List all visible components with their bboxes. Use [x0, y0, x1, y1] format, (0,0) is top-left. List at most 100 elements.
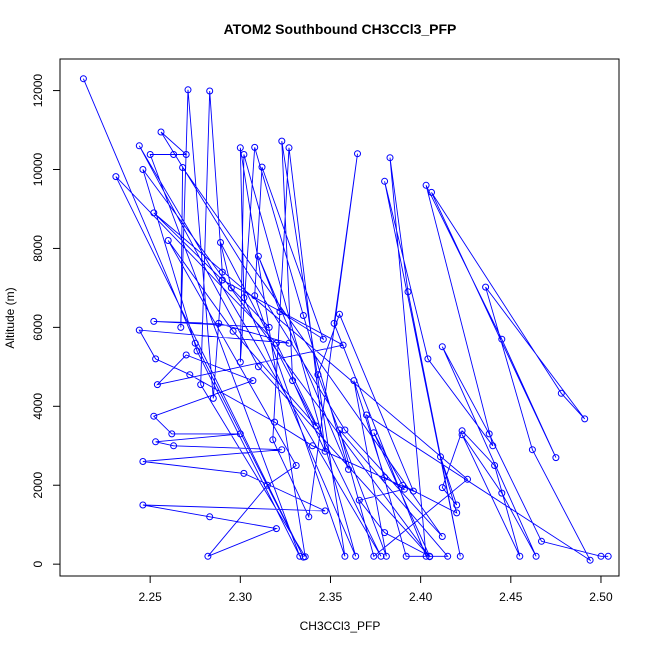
data-point: [206, 513, 214, 521]
data-point: [236, 358, 244, 366]
x-tick-label: 2.40: [409, 590, 433, 604]
data-point: [382, 552, 390, 560]
y-tick-label: 2000: [31, 472, 45, 499]
data-point: [426, 552, 434, 560]
data-point: [458, 431, 466, 439]
data-point: [438, 343, 446, 351]
data-point: [381, 529, 389, 537]
data-point: [422, 552, 430, 560]
data-point: [444, 552, 452, 560]
data-point: [164, 237, 172, 244]
data-point: [271, 418, 279, 426]
chart-title: ATOM2 Southbound CH3CCl3_PFP: [224, 21, 457, 37]
data-point: [276, 308, 284, 316]
data-point: [240, 294, 248, 302]
data-point: [206, 87, 214, 95]
data-point: [170, 442, 178, 450]
y-tick-label: 4000: [31, 393, 45, 420]
data-point: [229, 327, 237, 335]
data-point: [146, 151, 154, 158]
data-point: [240, 151, 248, 158]
data-point: [354, 150, 361, 158]
data-point: [456, 552, 464, 560]
x-tick-label: 2.45: [499, 590, 523, 604]
data-point: [186, 371, 194, 379]
data-point: [428, 188, 435, 196]
data-point: [179, 164, 187, 171]
data-point: [597, 552, 605, 560]
data-point: [112, 173, 120, 181]
data-point: [528, 446, 536, 454]
y-axis-label: Altitude (m): [3, 287, 17, 348]
data-point: [339, 341, 347, 349]
data-point: [251, 143, 259, 151]
data-point: [263, 481, 271, 489]
data-point: [491, 462, 499, 469]
data-point: [204, 552, 212, 560]
data-point: [272, 339, 280, 347]
data-point: [352, 552, 360, 560]
data-point: [336, 426, 343, 434]
y-tick-label: 10000: [31, 152, 45, 186]
x-tick-label: 2.50: [589, 590, 613, 604]
data-point: [319, 335, 327, 343]
data-point: [150, 317, 158, 325]
data-point: [272, 525, 280, 533]
data-point: [402, 552, 410, 560]
data-point: [350, 377, 358, 385]
data-point: [139, 166, 147, 173]
data-point: [289, 377, 297, 385]
data-point: [168, 430, 176, 438]
data-point: [182, 151, 190, 158]
data-point: [236, 144, 244, 152]
data-point: [370, 552, 378, 560]
data-point: [438, 533, 446, 540]
data-point: [218, 276, 226, 284]
data-point: [236, 430, 244, 438]
data-point: [170, 151, 178, 158]
data-point: [177, 323, 185, 331]
data-point: [79, 75, 87, 83]
data-point: [557, 389, 565, 397]
data-series: [79, 75, 612, 564]
data-point: [240, 469, 248, 477]
data-point: [191, 339, 199, 347]
data-point: [182, 351, 190, 359]
data-point: [254, 252, 262, 260]
data-point: [458, 427, 466, 435]
data-point: [453, 501, 461, 509]
data-point: [278, 446, 286, 454]
data-point: [482, 283, 490, 291]
data-point: [485, 430, 493, 438]
data-point: [437, 453, 444, 461]
data-point: [581, 415, 589, 423]
x-axis-label: CH3CCl3_PFP: [300, 619, 381, 633]
data-point: [424, 355, 432, 363]
data-point: [197, 381, 205, 389]
data-point: [386, 154, 394, 162]
data-point: [218, 268, 226, 276]
y-tick-label: 6000: [31, 314, 45, 341]
data-point: [265, 323, 273, 331]
y-axis: 0 2000 4000 6000 8000 10000 12000: [31, 74, 61, 568]
data-point: [312, 422, 320, 430]
data-point: [217, 239, 224, 246]
data-point: [152, 438, 160, 446]
y-tick-label: 0: [31, 561, 45, 568]
data-point: [251, 292, 259, 300]
data-point: [296, 552, 304, 560]
x-tick-label: 2.25: [138, 590, 162, 604]
data-point: [336, 310, 343, 318]
data-point: [193, 347, 201, 355]
data-point: [249, 377, 257, 385]
data-point: [489, 442, 497, 450]
data-point: [464, 475, 471, 483]
data-point: [381, 473, 389, 481]
data-point: [381, 177, 389, 185]
data-point: [292, 462, 300, 469]
data-point: [139, 501, 147, 509]
y-tick-label: 8000: [31, 235, 45, 262]
data-point: [404, 288, 412, 296]
data-point: [516, 552, 524, 560]
data-point: [305, 513, 313, 521]
